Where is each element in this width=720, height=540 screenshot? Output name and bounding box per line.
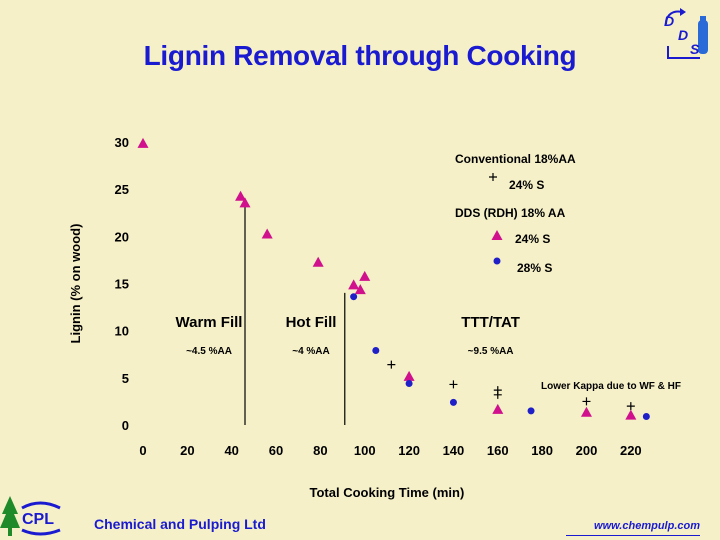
- y-tick-label: 20: [115, 229, 129, 244]
- logo-letter-s: S: [690, 41, 700, 57]
- triangle-data-point: [137, 137, 149, 148]
- x-tick-label: 120: [398, 443, 420, 458]
- circle-data-point: [350, 293, 358, 301]
- footer-underline: [566, 535, 700, 536]
- legend-group-conventional: Conventional 18%AA: [455, 152, 576, 166]
- triangle-data-point: [239, 197, 251, 208]
- legend-plus-marker: [489, 173, 497, 181]
- phase-label: TTT/TAT: [461, 314, 520, 331]
- triangle-data-point: [354, 284, 366, 295]
- cpl-logo-text: CPL: [22, 511, 54, 528]
- x-tick-label: 60: [269, 443, 283, 458]
- cpl-logo: CPL: [0, 496, 61, 536]
- legend-triangle-marker: [491, 230, 503, 240]
- annotation-label: Lower Kappa due to WF & HF: [541, 381, 681, 392]
- x-tick-label: 160: [487, 443, 509, 458]
- phase-note: ~4.5 %AA: [186, 346, 232, 357]
- y-tick-label: 5: [122, 371, 129, 386]
- x-tick-label: 0: [139, 443, 146, 458]
- triangle-data-point: [261, 228, 273, 239]
- y-tick-label: 10: [115, 324, 129, 339]
- triangle-data-point: [580, 406, 592, 417]
- y-tick-label: 0: [122, 418, 129, 433]
- x-axis-title: Total Cooking Time (min): [310, 485, 465, 500]
- legend-series-dds-28s: 28% S: [517, 261, 552, 275]
- plus-data-point: [582, 397, 591, 406]
- legend-group-dds: DDS (RDH) 18% AA: [455, 206, 566, 220]
- triangle-data-point: [312, 256, 324, 267]
- triangle-data-point: [625, 409, 637, 420]
- plus-data-point: [449, 380, 458, 389]
- plus-data-point: [493, 390, 502, 399]
- x-tick-label: 220: [620, 443, 642, 458]
- dds-logo: D D S: [664, 8, 708, 59]
- x-tick-label: 140: [443, 443, 465, 458]
- circle-data-point: [527, 407, 535, 415]
- legend-series-dds-24s: 24% S: [515, 232, 550, 246]
- triangle-data-point: [492, 403, 504, 414]
- logo-letter-d2: D: [678, 27, 688, 43]
- x-tick-label: 200: [576, 443, 598, 458]
- triangle-data-point: [348, 279, 360, 290]
- y-tick-label: 15: [115, 277, 129, 292]
- phase-note: ~4 %AA: [292, 346, 330, 357]
- circle-data-point: [405, 379, 413, 387]
- footer-company: Chemical and Pulping Ltd: [94, 516, 266, 532]
- triangle-data-point: [403, 370, 415, 381]
- triangle-data-point: [359, 270, 371, 281]
- legend-series-conv-24s: 24% S: [509, 178, 544, 192]
- x-tick-label: 180: [531, 443, 553, 458]
- phase-label: Warm Fill: [176, 314, 243, 331]
- logo-letter-d1: D: [664, 13, 674, 29]
- phase-note: ~9.5 %AA: [468, 346, 514, 357]
- phase-label: Hot Fill: [286, 314, 337, 331]
- circle-data-point: [642, 413, 650, 421]
- circle-data-point: [449, 398, 457, 406]
- slide-title: Lignin Removal through Cooking: [143, 40, 577, 71]
- x-tick-label: 100: [354, 443, 376, 458]
- plus-data-point: [387, 360, 396, 369]
- footer-url[interactable]: www.chempulp.com: [594, 520, 700, 532]
- y-axis-title: Lignin (% on wood): [68, 224, 83, 344]
- y-tick-label: 30: [115, 135, 129, 150]
- plus-data-point: [626, 402, 635, 411]
- x-tick-label: 20: [180, 443, 194, 458]
- x-tick-label: 80: [313, 443, 327, 458]
- circle-data-point: [372, 346, 380, 354]
- x-tick-label: 40: [224, 443, 238, 458]
- y-tick-label: 25: [115, 182, 129, 197]
- triangle-data-point: [235, 190, 247, 201]
- legend-circle-marker: [493, 257, 501, 265]
